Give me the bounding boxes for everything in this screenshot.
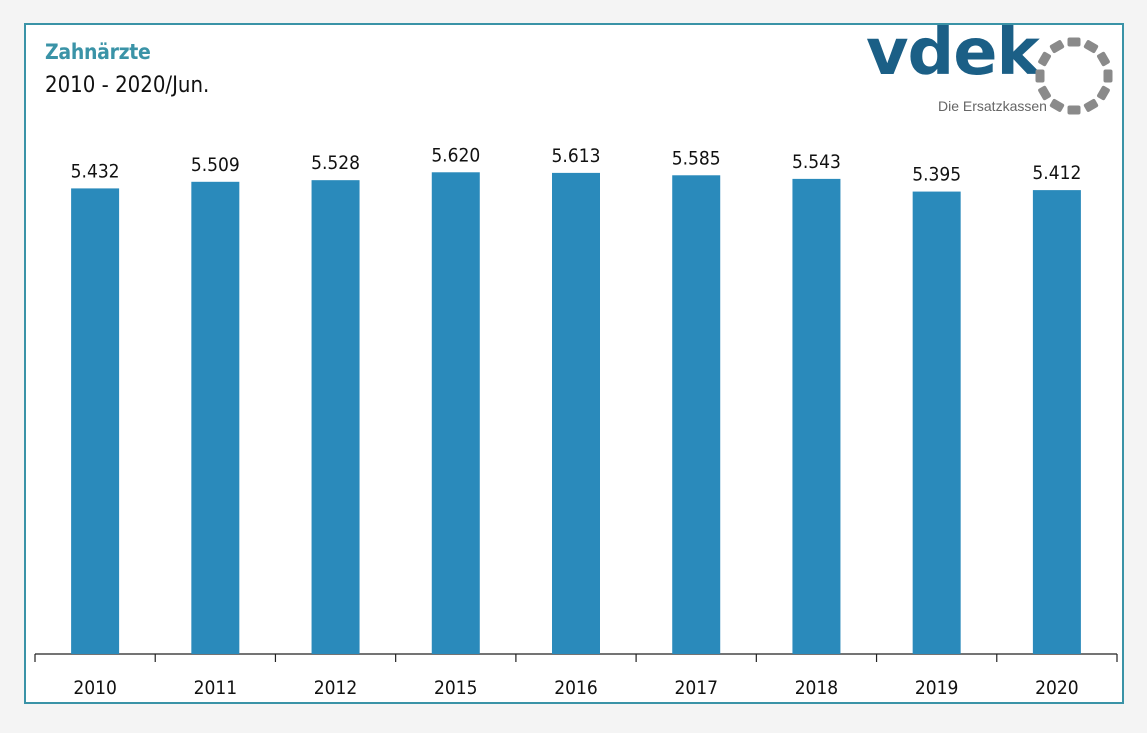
- logo-ring-segment: [1049, 40, 1065, 53]
- logo-ring-segment: [1049, 99, 1065, 112]
- bar: [912, 191, 961, 655]
- logo-wordmark: vdek: [866, 16, 1040, 90]
- logo-ring-segment: [1067, 105, 1081, 115]
- bar: [792, 178, 841, 654]
- bar: [311, 180, 360, 654]
- bar: [191, 181, 240, 655]
- chart-subtitle: 2010 - 2020/Jun.: [45, 73, 210, 98]
- logo-ring-segment: [1097, 85, 1110, 101]
- x-tick-label: 2011: [194, 677, 238, 699]
- x-tick-label: 2017: [674, 677, 718, 699]
- bar: [672, 175, 721, 655]
- data-label: 5.543: [792, 151, 841, 173]
- data-label: 5.412: [1032, 162, 1081, 184]
- data-label: 5.395: [912, 164, 961, 186]
- x-tick-label: 2020: [1035, 677, 1079, 699]
- data-label: 5.613: [552, 145, 601, 167]
- bar: [71, 188, 120, 654]
- data-label: 5.509: [191, 154, 240, 176]
- logo-tagline: Die Ersatzkassen: [938, 98, 1047, 114]
- logo-ring-segment: [1067, 37, 1081, 47]
- logo-ring-segment: [1038, 51, 1051, 67]
- chart-title: Zahnärzte: [45, 40, 151, 64]
- bar: [1032, 190, 1081, 654]
- x-tick-label: 2019: [915, 677, 959, 699]
- logo-ring-segment: [1083, 99, 1099, 112]
- logo-ring-segment: [1103, 69, 1113, 83]
- x-tick-label: 2015: [434, 677, 478, 699]
- vdek-logo: vdek Die Ersatzkassen: [860, 16, 1120, 122]
- data-label: 5.620: [431, 144, 480, 166]
- data-label: 5.528: [311, 152, 360, 174]
- bar: [552, 172, 600, 654]
- logo-ring-icon: [1035, 37, 1113, 115]
- logo-ring-segment: [1035, 69, 1045, 83]
- logo-ring-segment: [1097, 51, 1110, 67]
- data-label: 5.432: [71, 160, 120, 182]
- x-tick-label: 2012: [314, 677, 358, 699]
- x-tick-label: 2018: [795, 677, 839, 699]
- x-tick-label: 2010: [73, 677, 117, 699]
- logo-ring-segment: [1038, 85, 1051, 101]
- x-tick-label: 2016: [554, 677, 598, 699]
- bar: [431, 172, 480, 655]
- logo-ring-segment: [1083, 40, 1099, 53]
- data-label: 5.585: [672, 147, 721, 169]
